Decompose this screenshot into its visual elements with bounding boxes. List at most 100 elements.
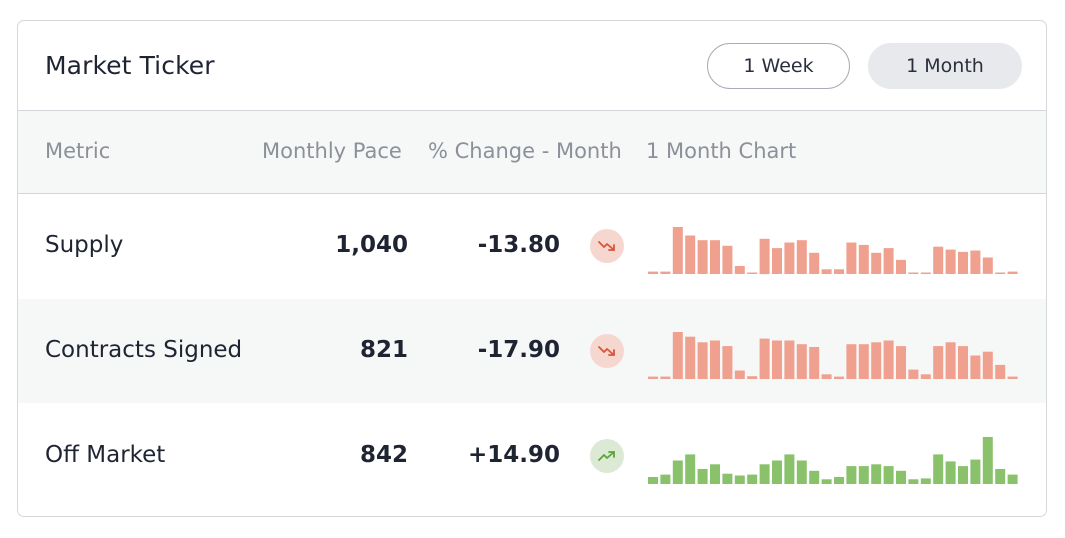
sparkline-bar	[958, 346, 968, 379]
sparkline-bar	[759, 464, 770, 484]
sparkline-bar	[710, 464, 720, 484]
sparkline-bar	[772, 340, 782, 379]
sparkline-bar	[685, 336, 696, 379]
sparkline-bar	[945, 342, 956, 379]
sparkline-bar	[933, 346, 944, 379]
sparkline-bar	[734, 266, 745, 274]
sparkline-bar	[970, 459, 981, 484]
sparkline-bar	[945, 249, 956, 274]
sparkline-bar	[920, 374, 931, 379]
sparkline-bar	[734, 370, 745, 379]
sparkline-bar	[970, 355, 981, 379]
sparkline-bar	[685, 454, 696, 484]
sparkline-bar	[846, 466, 857, 484]
card-title: Market Ticker	[45, 51, 215, 80]
sparkline-bar	[858, 466, 869, 484]
sparkline-bar	[660, 376, 671, 379]
sparkline-bar	[672, 332, 683, 379]
table-row: Supply 1,040 -13.80	[18, 194, 1046, 298]
sparkline-bar	[883, 248, 894, 274]
sparkline-bar	[958, 251, 968, 274]
sparkline-bar	[933, 246, 944, 274]
sparkline-bar	[982, 437, 993, 484]
monthly-pace-value: 842	[359, 442, 408, 468]
sparkline-bar	[982, 257, 993, 274]
percent-change-value: -13.80	[477, 232, 560, 258]
sparkline-chart	[648, 437, 1018, 484]
sparkline-bar	[784, 454, 795, 484]
sparkline-bar	[834, 376, 844, 379]
sparkline-bar	[722, 346, 733, 379]
sparkline-bar	[697, 240, 708, 274]
card-header: Market Ticker 1 Week 1 Month	[18, 21, 1046, 111]
sparkline-bar	[896, 259, 906, 274]
table-row: Off Market 842 +14.90	[18, 404, 1046, 508]
table-row: Contracts Signed 821 -17.90	[18, 299, 1046, 403]
column-header-month-chart: 1 Month Chart	[646, 139, 797, 163]
sparkline-bar	[660, 474, 671, 484]
sparkline-bar	[1007, 474, 1018, 484]
sparkline-bar	[648, 477, 658, 484]
range-1-week-button[interactable]: 1 Week	[707, 43, 850, 89]
trending-down-icon	[590, 334, 624, 368]
sparkline-bar	[883, 466, 894, 484]
sparkline-bar	[722, 245, 733, 274]
trending-down-icon	[590, 229, 624, 263]
sparkline-bar	[1007, 376, 1018, 379]
sparkline-bar	[945, 461, 956, 484]
sparkline-chart	[648, 227, 1018, 275]
sparkline-bar	[995, 364, 1006, 379]
sparkline-bar	[796, 460, 807, 484]
sparkline-bar	[834, 269, 844, 274]
sparkline-bar	[920, 478, 931, 484]
sparkline-bar	[908, 369, 919, 379]
metric-name: Contracts Signed	[45, 337, 243, 363]
sparkline-bar	[809, 347, 820, 379]
sparkline-bar	[759, 338, 770, 379]
sparkline-bar	[834, 477, 844, 484]
trending-up-icon	[590, 439, 624, 473]
sparkline-bar	[908, 272, 919, 274]
monthly-pace-value: 821	[359, 337, 408, 363]
sparkline-bar	[772, 248, 782, 274]
metric-name: Off Market	[45, 442, 166, 468]
sparkline-bar	[747, 474, 758, 484]
sparkline-bar	[660, 271, 671, 274]
sparkline-bar	[883, 340, 894, 379]
sparkline-bar	[784, 340, 795, 379]
sparkline-bar	[772, 460, 782, 484]
sparkline-bar	[871, 464, 882, 484]
sparkline-bar	[710, 240, 720, 274]
sparkline-bar	[1007, 271, 1018, 274]
sparkline-bar	[747, 272, 758, 274]
monthly-pace-value: 1,040	[335, 232, 408, 258]
sparkline-bar	[685, 235, 696, 274]
sparkline-bar	[846, 242, 857, 274]
percent-change-value: -17.90	[477, 337, 560, 363]
sparkline-bar	[697, 469, 708, 484]
sparkline-bar	[648, 376, 658, 379]
sparkline-bar	[734, 475, 745, 484]
column-header-change-month: % Change - Month	[428, 139, 622, 163]
sparkline-bar	[697, 342, 708, 379]
sparkline-bar	[648, 271, 658, 274]
column-header-monthly-pace: Monthly Pace	[262, 139, 402, 163]
percent-change-value: +14.90	[467, 442, 560, 468]
sparkline-bar	[871, 342, 882, 379]
sparkline-bar	[710, 340, 720, 379]
sparkline-bar	[982, 351, 993, 379]
sparkline-bar	[809, 252, 820, 274]
sparkline-chart	[648, 332, 1018, 379]
sparkline-bar	[958, 466, 968, 484]
sparkline-bar	[995, 272, 1006, 274]
table-header: Metric Monthly Pace % Change - Month 1 M…	[18, 111, 1046, 194]
column-header-metric: Metric	[45, 139, 111, 163]
sparkline-bar	[821, 479, 832, 484]
sparkline-bar	[846, 344, 857, 379]
sparkline-bar	[809, 470, 820, 484]
sparkline-bar	[858, 244, 869, 274]
sparkline-bar	[747, 376, 758, 379]
sparkline-bar	[722, 473, 733, 484]
range-1-month-button[interactable]: 1 Month	[868, 43, 1022, 89]
sparkline-bar	[995, 469, 1006, 484]
